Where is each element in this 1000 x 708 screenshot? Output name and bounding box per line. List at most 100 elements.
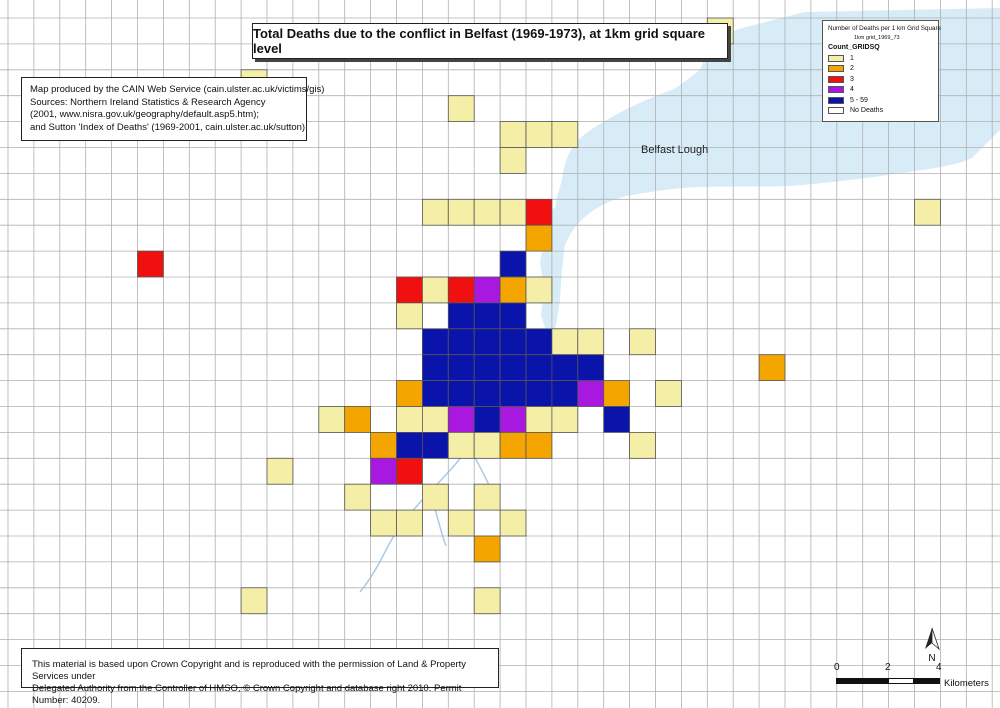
grid-cell xyxy=(914,198,941,226)
grid-cell xyxy=(421,431,449,459)
grid-cell xyxy=(525,431,553,459)
grid-cell xyxy=(499,328,527,356)
scale-label: 4 xyxy=(936,662,942,673)
legend-item: 3 xyxy=(828,74,933,85)
grid-cell xyxy=(603,406,631,433)
legend-item: 5 - 59 xyxy=(828,95,933,106)
grid-cell xyxy=(499,406,527,433)
grid-cell xyxy=(551,354,579,382)
grid-cell xyxy=(137,250,164,278)
legend-label: No Deaths xyxy=(850,107,884,115)
grid-cell xyxy=(499,147,527,174)
legend-item: 2 xyxy=(828,64,933,75)
grid-cell xyxy=(447,95,475,122)
grid-cell xyxy=(447,509,475,537)
grid-cell xyxy=(344,483,372,511)
grid-cell xyxy=(525,276,553,304)
grid-cell xyxy=(473,380,501,407)
grid-cell xyxy=(421,198,449,226)
grid-cell xyxy=(499,302,527,330)
legend-swatch xyxy=(828,65,844,73)
grid-cell xyxy=(370,457,397,485)
grid-cell xyxy=(473,198,501,226)
legend-swatch xyxy=(828,54,844,62)
grid-cell xyxy=(525,328,553,356)
grid-cell xyxy=(447,302,475,330)
grid-cell xyxy=(473,354,501,382)
grid-cell xyxy=(629,431,656,459)
legend-label: 2 xyxy=(850,65,854,73)
grid-cell xyxy=(447,276,475,304)
scale-unit: Kilometers xyxy=(944,678,989,689)
north-label: N xyxy=(928,653,935,663)
legend-subtitle: 1km grid_1969_73 xyxy=(854,35,900,41)
grid-cell xyxy=(421,380,449,407)
copyright-line: This material is based upon Crown Copyri… xyxy=(32,659,467,682)
grid-cell xyxy=(525,121,553,148)
grid-cell xyxy=(551,328,579,356)
grid-cell xyxy=(421,406,449,433)
grid-cell xyxy=(499,121,527,148)
north-arrow-icon: N xyxy=(925,627,940,663)
grid-cell xyxy=(525,198,553,226)
grid-cell xyxy=(447,431,475,459)
scale-segment xyxy=(836,678,862,684)
credit-line: (2001, www.nisra.gov.uk/geography/defaul… xyxy=(30,109,260,120)
grid-cell xyxy=(473,587,501,615)
grid-cell xyxy=(447,198,475,226)
grid-cell xyxy=(499,431,527,459)
grid-cell xyxy=(473,431,501,459)
legend-swatch xyxy=(828,86,844,94)
legend-swatch xyxy=(828,75,844,83)
grid-cell xyxy=(551,121,579,148)
grid-cell xyxy=(396,457,423,485)
title-box: Total Deaths due to the conflict in Belf… xyxy=(252,23,728,59)
scale-bar: 0 2 4 Kilometers xyxy=(832,662,989,692)
grid-cell xyxy=(603,380,631,407)
credit-line: and Sutton 'Index of Deaths' (1969-2001,… xyxy=(30,121,306,133)
legend-item: 4 xyxy=(828,85,933,96)
grid-cell xyxy=(525,354,553,382)
grid-cell xyxy=(551,380,579,407)
credit-box: Map produced by the CAIN Web Service (ca… xyxy=(21,77,325,141)
grid-cell xyxy=(447,354,475,382)
legend-item: No Deaths xyxy=(828,106,933,117)
legend-label: 1 xyxy=(850,54,854,62)
grid-cell xyxy=(421,354,449,382)
grid-cell xyxy=(499,276,527,304)
grid-cell xyxy=(396,406,423,433)
grid-cell xyxy=(473,483,501,511)
legend-label: 4 xyxy=(850,86,854,94)
grid-cell xyxy=(525,380,553,407)
grid-cell xyxy=(447,406,475,433)
grid-cell xyxy=(396,276,423,304)
scale-segment xyxy=(914,678,940,684)
grid-cell xyxy=(447,380,475,407)
grid-cell xyxy=(499,198,527,226)
belfast-lough-label: Belfast Lough xyxy=(641,144,709,156)
grid-cell xyxy=(344,406,372,433)
grid-cell xyxy=(396,380,423,407)
scale-segment xyxy=(862,678,888,684)
copyright-box: This material is based upon Crown Copyri… xyxy=(21,648,499,706)
legend: Number of Deaths per 1 km Grid Square 1k… xyxy=(822,20,942,122)
grid-cell xyxy=(473,406,501,433)
credit-line: Map produced by the CAIN Web Service (ca… xyxy=(30,84,325,95)
grid-cell xyxy=(318,406,346,433)
grid-cell xyxy=(499,354,527,382)
grid-cell xyxy=(629,328,656,356)
grid-cell xyxy=(473,328,501,356)
grid-cell xyxy=(499,509,527,537)
map-title: Total Deaths due to the conflict in Belf… xyxy=(253,26,705,56)
legend-field: Count_GRIDSQ xyxy=(828,44,880,51)
grid-cell xyxy=(525,406,553,433)
grid-cell xyxy=(577,354,605,382)
grid-cell xyxy=(655,380,682,407)
grid-cell xyxy=(370,431,397,459)
grid-cell xyxy=(473,302,501,330)
grid-cell xyxy=(577,328,605,356)
scale-segment xyxy=(888,678,914,684)
legend-title: Number of Deaths per 1 km Grid Square xyxy=(828,25,942,32)
grid-cell xyxy=(421,483,449,511)
grid-cell xyxy=(396,302,423,330)
